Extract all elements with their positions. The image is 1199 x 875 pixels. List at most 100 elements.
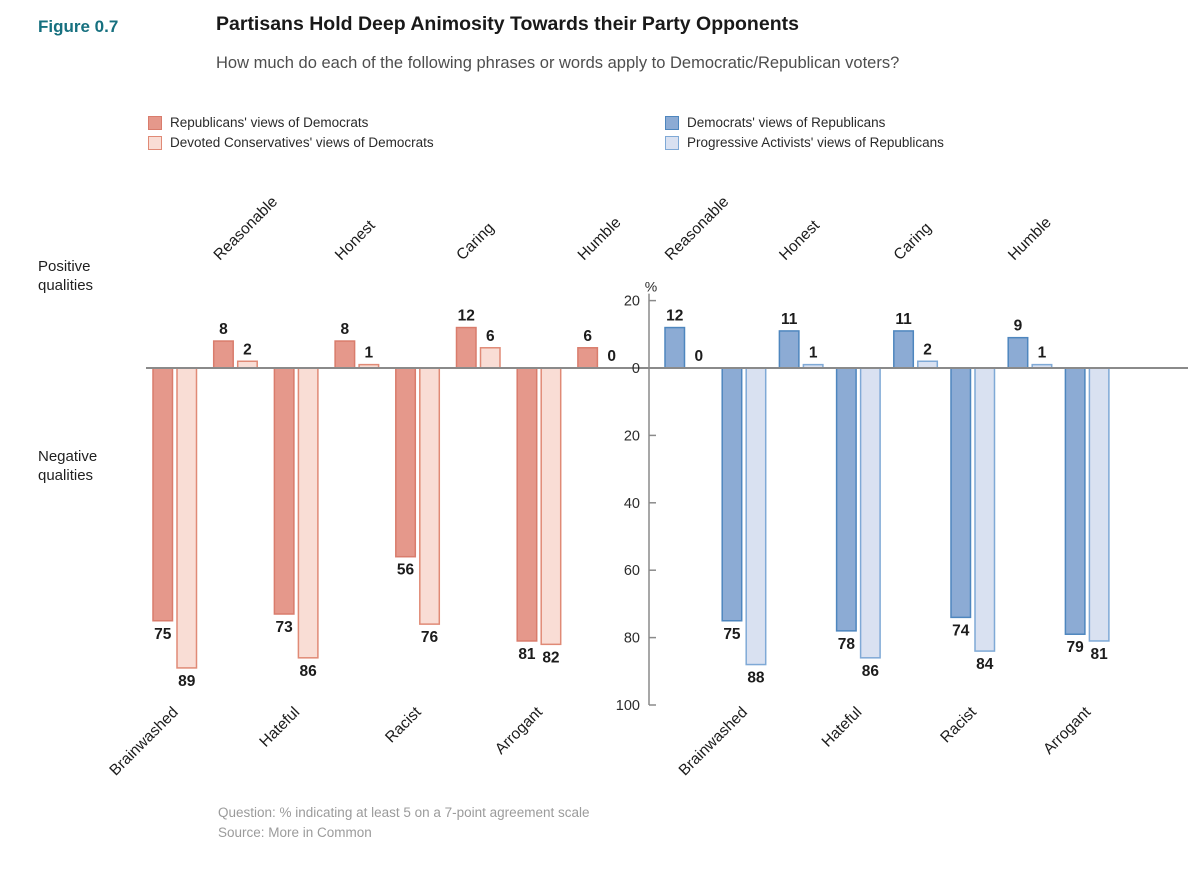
bar-right-racist-2 <box>974 367 996 652</box>
bar-right-brainwashed-2 <box>745 367 767 666</box>
category-label-left-brainwashed: Brainwashed <box>106 704 181 779</box>
category-label-left-humble: Humble <box>575 214 625 264</box>
value-label-left-humble-1: 6 <box>583 328 592 345</box>
category-label-left-hateful: Hateful <box>256 704 303 751</box>
legend-item-democrats: Democrats' views of Republicans <box>665 115 944 130</box>
bar-left-reasonable-1 <box>212 340 234 369</box>
legend-item-progressive-activists: Progressive Activists' views of Republic… <box>665 135 944 150</box>
legend-swatch-democrats <box>665 115 679 130</box>
bar-right-reasonable-1 <box>664 326 686 369</box>
value-label-right-arrogant-1: 79 <box>1067 639 1085 656</box>
legend-swatch-progressive-activists <box>665 135 679 150</box>
footnote: Question: % indicating at least 5 on a 7… <box>218 803 589 842</box>
bar-left-caring-1 <box>455 326 477 369</box>
category-label-right-hateful: Hateful <box>819 704 866 751</box>
legend-left: Republicans' views of Democrats Devoted … <box>148 115 434 150</box>
bar-left-brainwashed-1 <box>152 367 174 622</box>
category-label-left-honest: Honest <box>332 217 379 264</box>
value-label-left-honest-2: 1 <box>365 345 374 362</box>
value-label-right-reasonable-2: 0 <box>694 348 703 365</box>
axis-tick-label-80-down: 80 <box>624 631 640 647</box>
axis-tick-label-20-down: 20 <box>624 428 640 444</box>
positive-qualities-label: Positive qualities <box>38 258 94 294</box>
bar-left-humble-1 <box>577 347 599 369</box>
category-label-right-honest: Honest <box>776 217 823 264</box>
category-label-right-caring: Caring <box>891 220 935 264</box>
bar-right-hateful-2 <box>859 367 881 659</box>
bar-right-arrogant-2 <box>1088 367 1110 642</box>
axis-tick-label-100-down: 100 <box>616 698 640 714</box>
value-label-left-caring-2: 6 <box>486 328 495 345</box>
bar-left-hateful-2 <box>297 367 319 659</box>
value-label-left-hateful-2: 86 <box>300 663 318 680</box>
bar-left-caring-2 <box>479 347 501 369</box>
value-label-right-caring-1: 11 <box>895 311 912 328</box>
bar-left-hateful-1 <box>273 367 295 615</box>
bar-right-honest-1 <box>778 330 800 369</box>
bar-right-caring-1 <box>893 330 915 369</box>
legend-label-republicans: Republicans' views of Democrats <box>170 115 369 130</box>
value-label-left-brainwashed-2: 89 <box>178 673 196 690</box>
figure-number-label: Figure 0.7 <box>38 17 119 36</box>
legend-item-republicans: Republicans' views of Democrats <box>148 115 434 130</box>
legend-item-devoted-conservatives: Devoted Conservatives' views of Democrat… <box>148 135 434 150</box>
value-label-left-racist-1: 56 <box>397 562 415 579</box>
value-label-left-arrogant-1: 81 <box>518 646 536 663</box>
negative-qualities-label: Negative qualities <box>38 448 98 484</box>
category-label-right-humble: Humble <box>1005 214 1055 264</box>
category-label-left-reasonable: Reasonable <box>211 193 282 264</box>
axis-tick-label-20-up: 20 <box>624 294 640 310</box>
value-label-left-brainwashed-1: 75 <box>154 626 172 643</box>
value-label-right-humble-1: 9 <box>1014 318 1023 335</box>
value-label-left-honest-1: 8 <box>341 321 350 338</box>
category-label-left-caring: Caring <box>453 220 497 264</box>
bar-left-brainwashed-2 <box>176 367 198 669</box>
value-label-left-hateful-1: 73 <box>276 619 294 636</box>
category-label-right-racist: Racist <box>937 703 980 746</box>
footnote-question: Question: % indicating at least 5 on a 7… <box>218 805 590 820</box>
value-label-right-hateful-1: 78 <box>838 636 856 653</box>
value-label-left-reasonable-1: 8 <box>219 321 228 338</box>
bar-right-racist-1 <box>950 367 972 619</box>
category-label-right-arrogant: Arrogant <box>1040 703 1095 758</box>
value-label-right-humble-2: 1 <box>1038 345 1047 362</box>
axis-tick-label-0-up: 0 <box>632 361 640 377</box>
legend-swatch-devoted-conservatives <box>148 135 162 150</box>
axis-unit-label: % <box>645 279 657 295</box>
value-label-right-caring-2: 2 <box>923 341 932 358</box>
value-label-right-racist-2: 84 <box>976 656 994 673</box>
bar-left-arrogant-2 <box>540 367 562 646</box>
axis-tick-label-60-down: 60 <box>624 563 640 579</box>
value-label-left-caring-1: 12 <box>458 308 475 325</box>
value-label-left-humble-2: 0 <box>607 348 616 365</box>
value-label-right-honest-1: 11 <box>781 311 798 328</box>
bar-right-humble-1 <box>1007 336 1029 369</box>
chart-title: Partisans Hold Deep Animosity Towards th… <box>216 13 799 35</box>
footnote-source: Source: More in Common <box>218 824 372 840</box>
bar-right-hateful-1 <box>835 367 857 632</box>
legend-label-democrats: Democrats' views of Republicans <box>687 115 886 130</box>
value-label-right-racist-1: 74 <box>952 622 970 639</box>
bar-right-caring-2 <box>917 360 939 369</box>
value-label-left-reasonable-2: 2 <box>243 341 252 358</box>
legend-swatch-republicans <box>148 115 162 130</box>
legend-right: Democrats' views of Republicans Progress… <box>665 115 944 150</box>
value-label-right-honest-2: 1 <box>809 345 818 362</box>
value-label-right-reasonable-1: 12 <box>666 308 683 325</box>
legend-label-progressive-activists: Progressive Activists' views of Republic… <box>687 135 944 150</box>
category-label-right-reasonable: Reasonable <box>662 193 733 264</box>
value-label-right-hateful-2: 86 <box>862 663 880 680</box>
value-label-left-racist-2: 76 <box>421 629 439 646</box>
category-label-left-arrogant: Arrogant <box>492 703 547 758</box>
bar-left-reasonable-2 <box>236 360 258 369</box>
bar-left-arrogant-1 <box>516 367 538 642</box>
bar-right-brainwashed-1 <box>721 367 743 622</box>
axis-tick-label-40-down: 40 <box>624 496 640 512</box>
category-label-left-racist: Racist <box>382 703 425 746</box>
value-label-left-arrogant-2: 82 <box>542 649 559 666</box>
value-label-right-brainwashed-2: 88 <box>747 670 765 687</box>
legend-label-devoted-conservatives: Devoted Conservatives' views of Democrat… <box>170 135 434 150</box>
chart-subtitle: How much do each of the following phrase… <box>216 54 900 72</box>
category-label-right-brainwashed: Brainwashed <box>676 704 751 779</box>
